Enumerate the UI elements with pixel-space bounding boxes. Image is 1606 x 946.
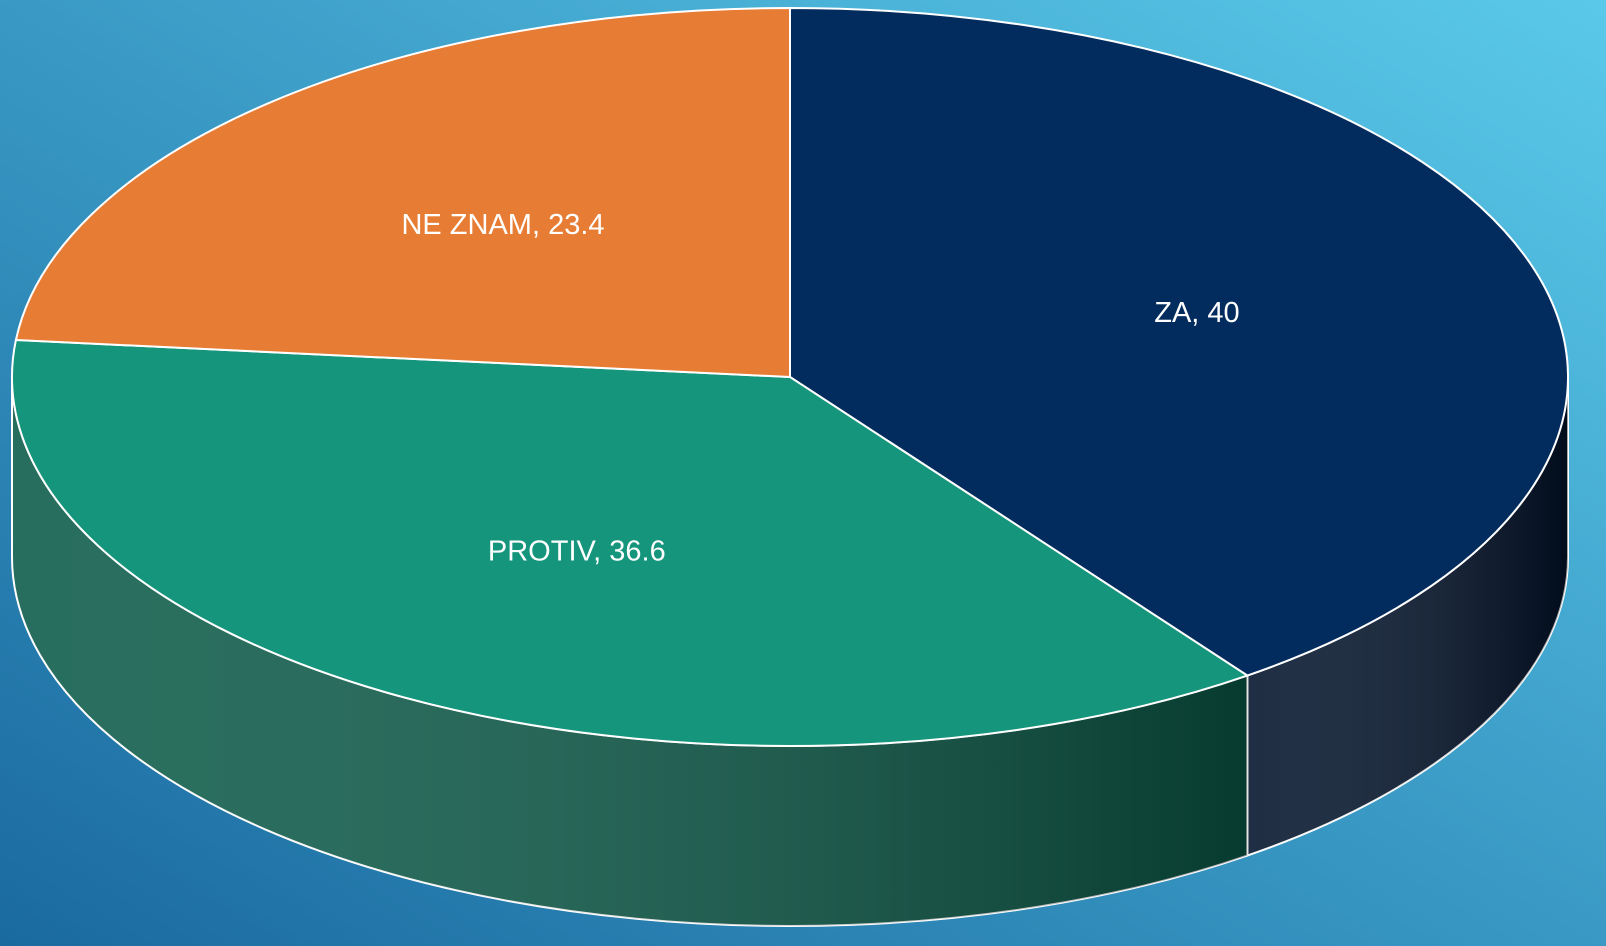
data-label: NE ZNAM, 23.4	[401, 209, 604, 241]
slice	[14, 6, 791, 379]
slice	[11, 338, 1250, 748]
side-shade	[1247, 377, 1568, 856]
slice	[789, 6, 1569, 677]
data-label: PROTIV, 36.6	[488, 536, 666, 568]
data-label: ZA, 40	[1154, 297, 1239, 329]
side-shade	[12, 377, 1248, 926]
